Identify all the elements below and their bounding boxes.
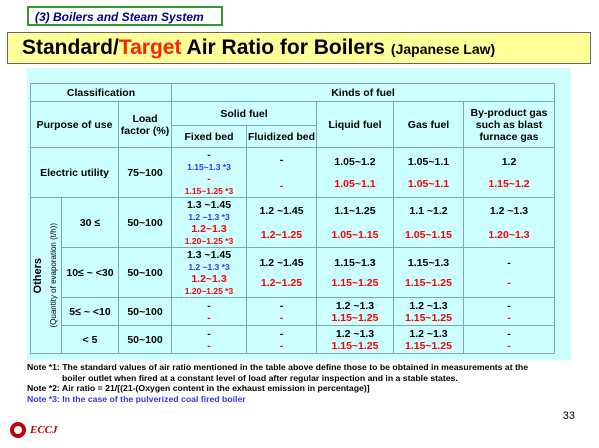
byproduct-gas-cell: -- xyxy=(463,325,555,354)
others-label: Others xyxy=(32,257,44,294)
load-factor-header: Load factor (%) xyxy=(118,101,172,148)
eccj-logo-icon xyxy=(10,422,26,438)
load-cell: 50~100 xyxy=(118,297,172,326)
byproduct-gas-cell: -- xyxy=(463,297,555,326)
gas-fuel-cell: 1.1 ~1.2 1.05~1.15 xyxy=(393,197,464,248)
classification-header: Classification xyxy=(30,83,172,102)
gas-fuel-cell: 1.2 ~1.3 1.15~1.25 xyxy=(393,297,464,326)
kinds-of-fuel-header: Kinds of fuel xyxy=(171,83,555,102)
purpose-cell: 10≤ ~ <30 xyxy=(61,247,119,298)
page-title: Standard/Target Air Ratio for Boilers (Ja… xyxy=(22,36,496,59)
evaporation-label: (Quantity of evaporation (t/h)) xyxy=(49,223,58,328)
logo-text: ECCJ xyxy=(30,424,58,436)
load-cell: 50~100 xyxy=(118,325,172,354)
gas-fuel-cell: 1.05~1.1 1.05~1.1 xyxy=(393,147,464,198)
fluidized-bed-cell: -- xyxy=(246,325,317,354)
fluidized-bed-cell: 1.2 ~1.45 1.2~1.25 xyxy=(246,197,317,248)
purpose-cell: Electric utility xyxy=(30,147,119,198)
table-row: < 5 50~100 -- -- 1.2 ~1.3 1.15~1.25 1.2 ~… xyxy=(31,325,555,354)
table-row: 10≤ ~ <30 50~100 1.3 ~1.45 1.2 ~1.3 *3 1… xyxy=(31,247,555,298)
load-cell: 75~100 xyxy=(118,147,172,198)
table-row: Others (Quantity of evaporation (t/h)) 3… xyxy=(30,197,555,354)
byproduct-gas-cell: -- xyxy=(463,247,555,298)
gas-fuel-header: Gas fuel xyxy=(393,101,464,148)
gas-fuel-cell: 1.2 ~1.3 1.15~1.25 xyxy=(393,325,464,354)
eccj-logo: ECCJ xyxy=(10,422,58,438)
page-number: 33 xyxy=(562,410,575,422)
section-tag: (3) Boilers and Steam System xyxy=(27,6,223,26)
fixed-bed-cell: - 1.15~1.3 *3 - 1.15~1.25 *3 xyxy=(171,147,247,198)
fluidized-bed-cell: -- xyxy=(246,147,317,198)
title-bar: Standard/Target Air Ratio for Boilers (Ja… xyxy=(7,32,591,64)
liquid-fuel-cell: 1.2 ~1.3 1.15~1.25 xyxy=(316,325,394,354)
liquid-fuel-cell: 1.1~1.25 1.05~1.15 xyxy=(316,197,394,248)
fixed-bed-header: Fixed bed xyxy=(171,125,247,148)
fixed-bed-cell: -- xyxy=(171,297,247,326)
fixed-bed-cell: 1.3 ~1.45 1.2 ~1.3 *3 1.2~1.3 1.20~1.25 … xyxy=(171,247,247,298)
solid-fuel-header: Solid fuel xyxy=(171,101,317,126)
liquid-fuel-cell: 1.2 ~1.3 1.15~1.25 xyxy=(316,297,394,326)
note-2: Note *2: Air ratio = 21/[(21-(Oxygen con… xyxy=(27,383,370,393)
byproduct-gas-cell: 1.2 1.15~1.2 xyxy=(463,147,555,198)
load-cell: 50~100 xyxy=(118,247,172,298)
note-1-cont: boiler outlet when fired at a constant l… xyxy=(62,372,458,383)
liquid-fuel-cell: 1.15~1.3 1.15~1.25 xyxy=(316,247,394,298)
byproduct-gas-cell: 1.2 ~1.3 1.20~1.3 xyxy=(463,197,555,248)
note-3: Note *3: In the case of the pulverized c… xyxy=(27,393,246,404)
purpose-cell: 30 ≤ xyxy=(61,197,119,248)
fixed-bed-cell: 1.3 ~1.45 1.2 ~1.3 *3 1.2~1.3 1.20~1.25 … xyxy=(171,197,247,248)
note-1: Note *1: The standard values of air rati… xyxy=(27,362,529,372)
table-row: Electric utility 75~100 - 1.15~1.3 *3 - … xyxy=(30,147,555,198)
air-ratio-table: Classification Kinds of fuel Purpose of … xyxy=(30,83,555,354)
liquid-fuel-header: Liquid fuel xyxy=(316,101,394,148)
liquid-fuel-cell: 1.05~1.2 1.05~1.1 xyxy=(316,147,394,198)
fluidized-bed-cell: 1.2 ~1.45 1.2~1.25 xyxy=(246,247,317,298)
purpose-cell: < 5 xyxy=(61,325,119,354)
fluidized-bed-cell: -- xyxy=(246,297,317,326)
byproduct-gas-header: By-product gas such as blast furnace gas xyxy=(463,101,555,148)
purpose-of-use-header: Purpose of use xyxy=(30,101,119,148)
table-row: 5≤ ~ <10 50~100 -- -- 1.2 ~1.3 1.15~1.25 … xyxy=(31,297,555,326)
gas-fuel-cell: 1.15~1.3 1.15~1.25 xyxy=(393,247,464,298)
purpose-cell: 5≤ ~ <10 xyxy=(61,297,119,326)
fluidized-bed-header: Fluidized bed xyxy=(246,125,317,148)
notes: Note *1: The standard values of air rati… xyxy=(27,362,571,404)
others-group-label: Others (Quantity of evaporation (t/h)) xyxy=(30,197,62,354)
load-cell: 50~100 xyxy=(118,197,172,248)
fixed-bed-cell: -- xyxy=(171,325,247,354)
